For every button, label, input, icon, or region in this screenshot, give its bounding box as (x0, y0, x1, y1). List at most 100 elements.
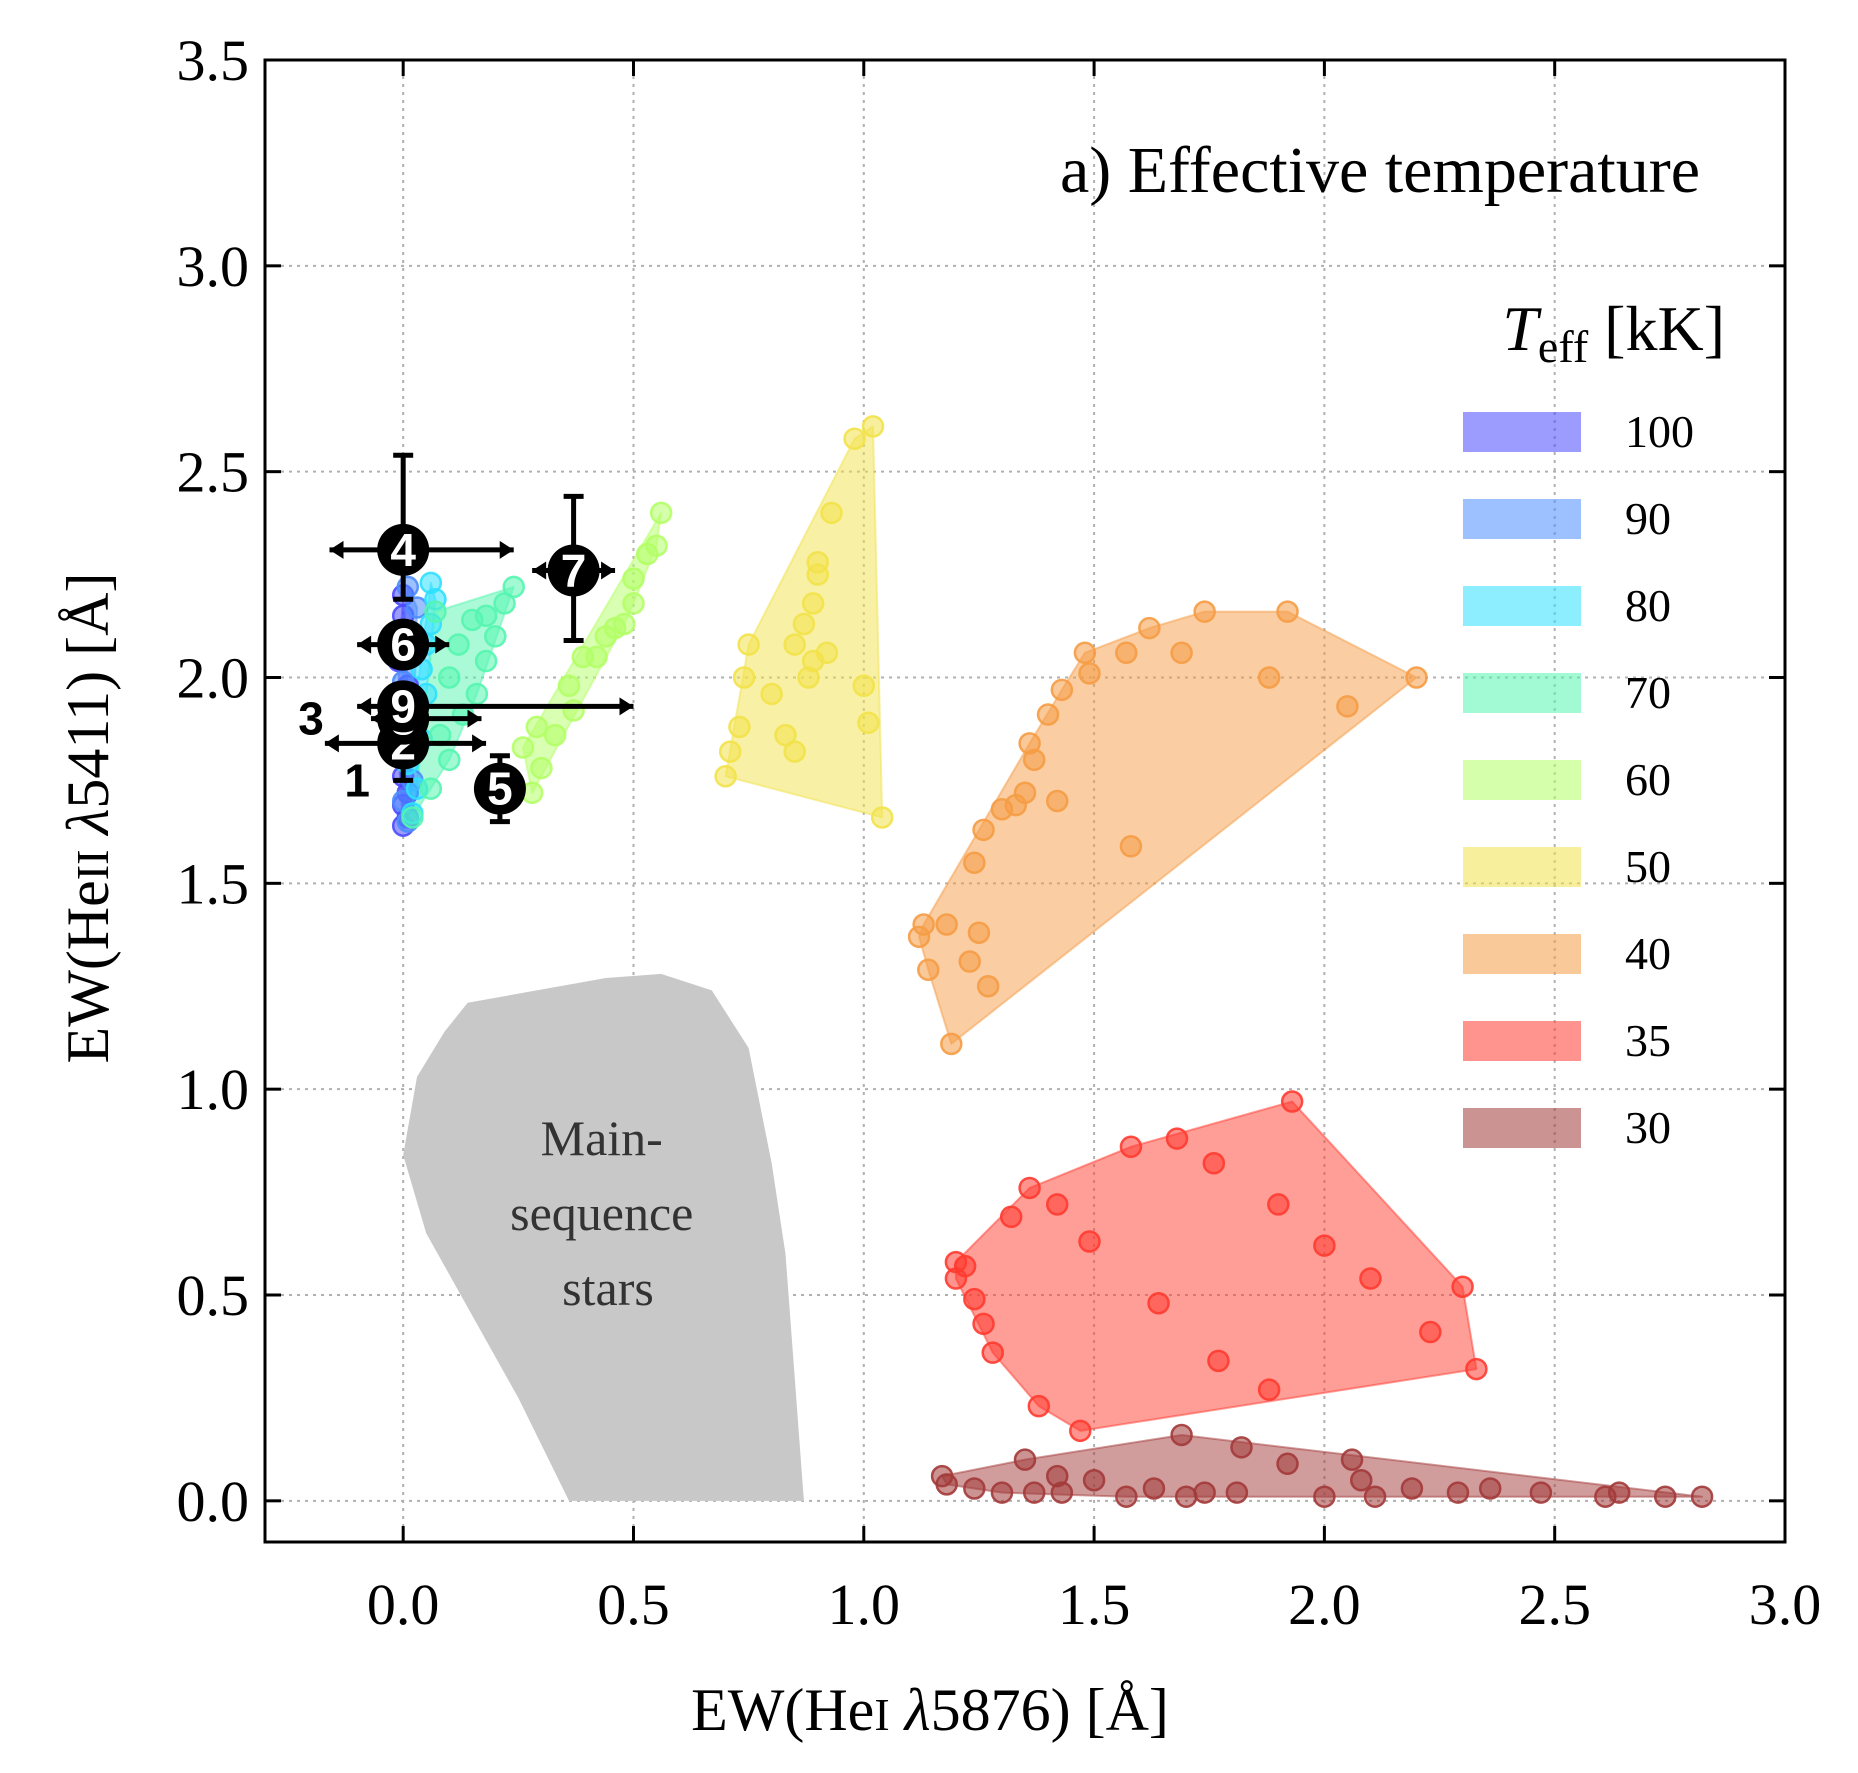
data-point-40kK (972, 818, 995, 842)
x-axis-title: EW(HeI λ5876) [Å] (691, 1677, 1169, 1743)
x-error-cap-right (499, 540, 514, 559)
data-point-40kK (1119, 835, 1143, 858)
legend-label: 50 (1625, 841, 1671, 892)
data-point-30kK (1082, 1469, 1106, 1492)
y-tick-label: 1.5 (177, 851, 250, 916)
data-point-60kK (622, 567, 645, 590)
data-point-70kK (437, 666, 461, 689)
x-tick-label: 0.0 (367, 1572, 440, 1637)
data-point-50kK (737, 633, 760, 656)
x-error-cap-left (532, 561, 547, 580)
data-point-40kK (935, 913, 958, 936)
legend-title: Teff [kK] (1502, 293, 1725, 372)
legend: Teff [kK] 100 90 80 70 60 50 40 35 30 (1463, 293, 1725, 1153)
legend-swatch (1463, 1108, 1581, 1148)
data-point-40kK (1193, 600, 1216, 623)
data-point-40kK (940, 1032, 963, 1056)
star-label: 5 (487, 763, 513, 815)
data-point-50kK (774, 723, 797, 747)
data-point-70kK (401, 806, 424, 829)
data-point-30kK (1276, 1452, 1299, 1476)
data-point-35kK (1267, 1193, 1290, 1216)
data-point-30kK (1607, 1481, 1631, 1504)
star-5: 5 (473, 753, 526, 825)
ms-label-line-1: Main- (541, 1110, 663, 1166)
x-error-cap-left (329, 540, 344, 559)
x-error-cap-left (357, 697, 372, 716)
data-point-80kK (419, 571, 443, 595)
data-point-40kK (976, 975, 1000, 998)
star-label: 4 (390, 524, 416, 576)
data-point-50kK (843, 427, 866, 450)
x-error-cap-left (324, 734, 339, 753)
star-1: 1 (344, 754, 370, 806)
x-tick-label: 1.5 (1058, 1572, 1131, 1637)
data-point-50kK (732, 666, 756, 689)
data-point-35kK (1419, 1320, 1442, 1344)
star-label: 1 (344, 754, 370, 806)
data-point-40kK (967, 921, 991, 944)
data-point-50kK (760, 682, 783, 706)
x-error-cap-left (357, 635, 372, 654)
data-point-50kK (718, 740, 742, 763)
y-tick-label: 0.0 (177, 1469, 250, 1534)
legend-swatch (1463, 760, 1581, 800)
star-label: 6 (390, 619, 416, 671)
data-point-40kK (1138, 616, 1161, 640)
x-axis-ion: I (874, 1689, 889, 1740)
data-point-60kK (530, 756, 553, 780)
data-point-50kK (870, 806, 894, 829)
data-point-35kK (1451, 1275, 1474, 1299)
data-point-35kK (1207, 1349, 1230, 1373)
data-point-40kK (1036, 703, 1060, 726)
data-point-30kK (1013, 1448, 1037, 1471)
region-40kK (918, 610, 1418, 1045)
data-point-40kK (1336, 695, 1359, 718)
data-point-50kK (857, 711, 880, 735)
observed-stars: 123894567 (298, 452, 634, 825)
star-label: 3 (298, 693, 324, 745)
star-marker (377, 618, 430, 671)
x-tick-label: 0.5 (597, 1572, 670, 1637)
star-marker (377, 523, 430, 576)
legend-item-30: 30 (1463, 1102, 1671, 1153)
data-point-50kK (820, 501, 843, 525)
data-point-50kK (852, 674, 876, 697)
data-point-30kK (1400, 1477, 1424, 1500)
data-point-60kK (543, 723, 567, 747)
data-point-60kK (622, 592, 645, 615)
data-point-60kK (645, 534, 668, 558)
legend-label: 30 (1625, 1102, 1671, 1153)
legend-swatch (1463, 586, 1581, 626)
legend-label: 60 (1625, 754, 1671, 805)
legend-item-90: 90 (1463, 493, 1671, 544)
data-point-60kK (649, 501, 673, 525)
data-point-40kK (917, 958, 940, 982)
y-tick-label: 1.0 (177, 1057, 250, 1122)
data-point-40kK (1115, 641, 1138, 665)
data-point-30kK (1340, 1448, 1364, 1471)
data-point-30kK (1478, 1477, 1502, 1500)
data-point-70kK (474, 649, 498, 673)
data-point-40kK (1078, 662, 1101, 685)
data-point-40kK (1170, 641, 1193, 665)
data-point-30kK (1313, 1485, 1336, 1508)
data-point-35kK (953, 1254, 977, 1278)
legend-item-35: 35 (1463, 1015, 1671, 1066)
x-error-cap-right (601, 561, 616, 580)
data-point-50kK (728, 715, 751, 739)
data-point-30kK (990, 1481, 1014, 1504)
y-tick-label: 2.0 (177, 646, 250, 711)
legend-item-40: 40 (1463, 928, 1671, 979)
star-marker (473, 762, 526, 815)
data-point-30kK (1349, 1469, 1373, 1492)
data-point-30kK (1653, 1485, 1677, 1508)
y-tick-label: 3.0 (177, 234, 250, 299)
data-point-70kK (493, 592, 516, 615)
data-point-35kK (1018, 1176, 1041, 1200)
data-point-60kK (585, 645, 608, 669)
legend-label: 100 (1625, 406, 1694, 457)
star-3: 3 (298, 693, 324, 745)
legend-label: 70 (1625, 667, 1671, 718)
legend-swatch (1463, 412, 1581, 452)
